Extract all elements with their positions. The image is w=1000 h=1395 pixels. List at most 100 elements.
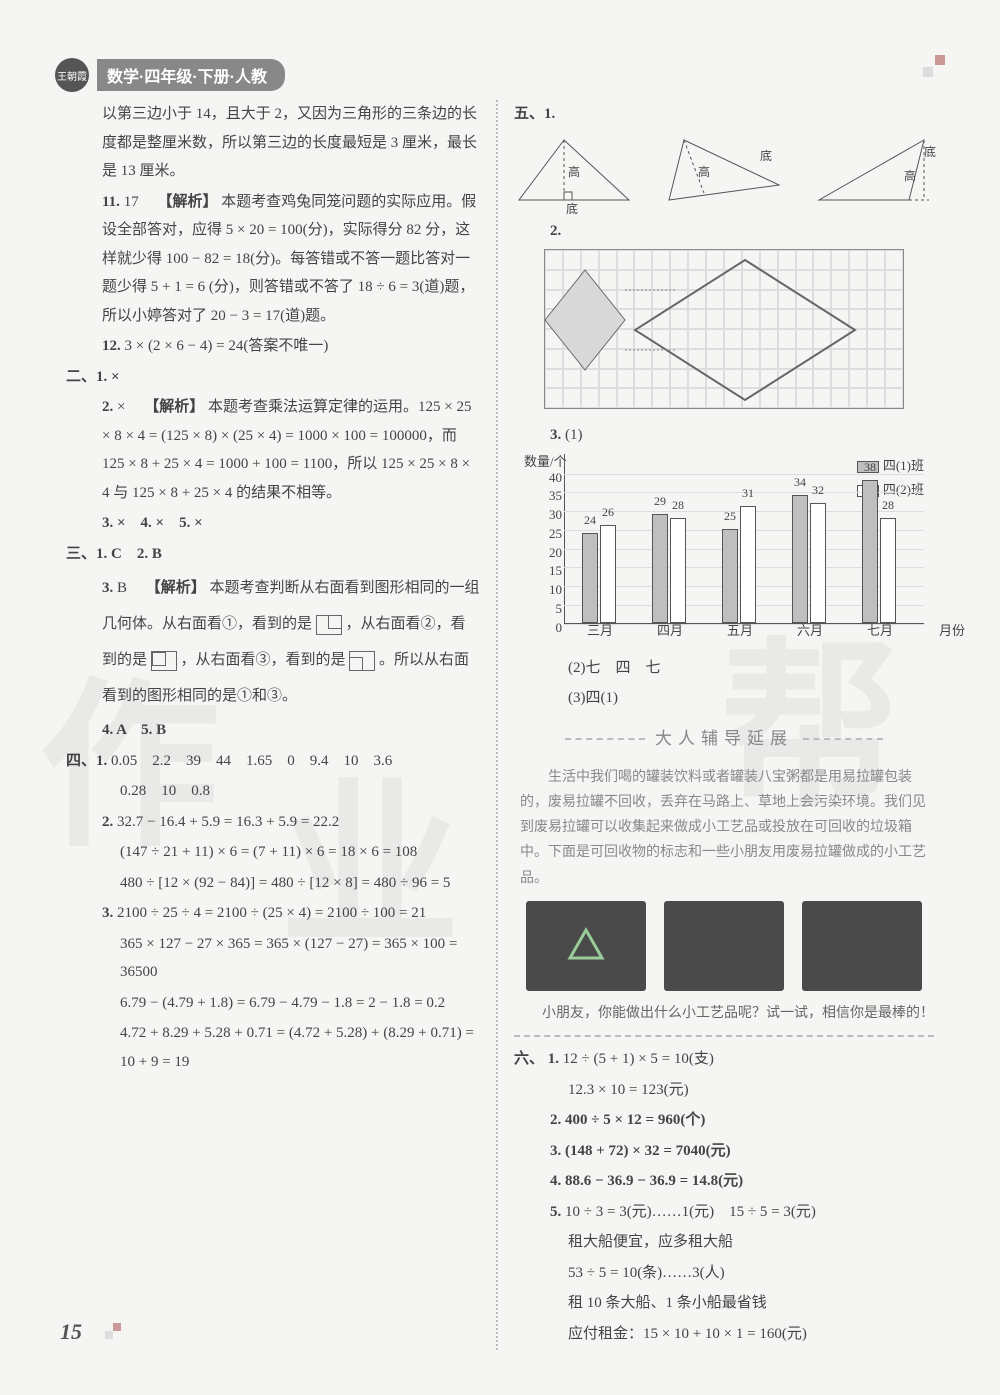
section-label: 三、 <box>66 546 96 562</box>
bar <box>722 529 738 623</box>
bar <box>810 503 826 623</box>
bar <box>880 518 896 623</box>
calc-line: 32.7 − 16.4 + 5.9 = 16.3 + 5.9 = 22.2 <box>117 814 339 830</box>
calc-line: 2100 ÷ 25 ÷ 4 = 2100 ÷ (25 × 4) = 2100 ÷… <box>117 905 426 921</box>
triangle-3: 高 底 <box>814 135 934 205</box>
calc-line: 53 ÷ 5 = 10(条)……3(人) <box>514 1259 934 1288</box>
page-header: 王朝霞 数学·四年级·下册·人教 <box>55 60 285 90</box>
x-label: 七月 <box>850 619 910 644</box>
answer-value: × <box>117 399 125 415</box>
extension-caption: 小朋友，你能做出什么小工艺品呢？试一试，相信你是最棒的！ <box>514 1001 934 1028</box>
bar-value: 28 <box>877 494 899 517</box>
publisher-badge: 王朝霞 <box>55 58 89 92</box>
answer-text: 4. A 5. B <box>66 716 480 745</box>
section-label: 四、 <box>66 753 96 769</box>
answer-value: B <box>117 580 127 596</box>
answer-value: 17 <box>124 194 139 210</box>
calc-line: 应付租金：15 × 10 + 10 × 1 = 160(元) <box>514 1320 934 1349</box>
item-number: 3. <box>550 427 561 443</box>
bar <box>862 480 878 623</box>
item-number: 2. <box>102 814 113 830</box>
triangle-1: 高 底 <box>514 135 634 205</box>
y-axis <box>564 454 565 624</box>
section-label: 二、 <box>66 369 96 385</box>
recycle-icon-photo <box>526 901 646 991</box>
bar-value: 28 <box>667 494 689 517</box>
calc-line: (147 ÷ 21 + 11) × 6 = (7 + 11) × 6 = 18 … <box>66 838 480 867</box>
bar <box>670 518 686 623</box>
shape-icon <box>349 651 375 671</box>
column-divider <box>496 100 498 1350</box>
answer-text: 1. C 2. B <box>96 546 162 562</box>
item-number: 2. <box>514 217 934 246</box>
x-label: 五月 <box>710 619 770 644</box>
item-number: 1. <box>544 106 555 122</box>
craft-photo-1 <box>664 901 784 991</box>
section-6: 六、 1. 12 ÷ (5 + 1) × 5 = 10(支) <box>514 1045 934 1074</box>
grid-diagram <box>544 249 904 409</box>
calc-line: 12.3 × 10 = 123(元) <box>514 1076 934 1105</box>
section-3: 三、1. C 2. B <box>66 540 480 569</box>
answer-text: 1. × <box>96 369 120 385</box>
y-tick: 40 <box>536 466 562 491</box>
analysis-tag: 【解析】 <box>157 194 217 210</box>
calc-line: 4.72 + 8.29 + 5.28 + 0.71 = (4.72 + 5.28… <box>66 1019 480 1076</box>
item-number: 3. <box>102 905 113 921</box>
bar <box>582 533 598 623</box>
bar-value: 25 <box>719 505 741 528</box>
answer-text: 2. 400 ÷ 5 × 12 = 960(个) <box>514 1106 934 1135</box>
answer-text: 以第三边小于 14，且大于 2，又因为三角形的三条边的长度都是整厘米数，所以第三… <box>66 100 480 186</box>
extension-title: 大人辅导延展 <box>514 723 934 755</box>
analysis-tag: 【解析】 <box>146 580 206 596</box>
section-2: 二、1. × <box>66 363 480 392</box>
section-label: 五、 <box>514 106 544 122</box>
analysis-text: ，从右面看③，看到的是 <box>181 652 346 668</box>
triangle-2: 高 底 <box>664 135 784 205</box>
bar-chart: 数量/个 四(1)班 四(2)班 05101520253035402426三月2… <box>524 454 934 644</box>
answer-item-6-5: 5. 10 ÷ 3 = 3(元)……1(元) 15 ÷ 5 = 3(元) <box>514 1198 934 1227</box>
section-5: 五、1. <box>514 100 934 129</box>
legend-label: 四(1)班 <box>883 458 924 473</box>
header-title: 数学·四年级·下册·人教 <box>97 59 285 91</box>
answer-text: (2)七 四 七 <box>514 654 934 683</box>
x-label: 三月 <box>570 619 630 644</box>
bar <box>740 506 756 622</box>
right-column: 五、1. 高 底 高 底 高 底 2. <box>508 100 940 1350</box>
answer-text: 4. 88.6 − 36.9 − 36.9 = 14.8(元) <box>514 1167 934 1196</box>
page-content: 以第三边小于 14，且大于 2，又因为三角形的三条边的长度都是整厘米数，所以第三… <box>60 100 940 1350</box>
bar <box>600 525 616 623</box>
label-height: 高 <box>698 161 710 184</box>
answer-item-3-3: 3. B 【解析】 本题考查判断从右面看到图形相同的一组几何体。从右面看①，看到… <box>66 570 480 714</box>
section-4: 四、1. 0.05 2.2 39 44 1.65 0 9.4 10 3.6 <box>66 747 480 776</box>
item-number: 11. <box>102 194 120 210</box>
calc-line: 10 ÷ 3 = 3(元)……1(元) 15 ÷ 5 = 3(元) <box>565 1204 816 1220</box>
bar-value: 32 <box>807 479 829 502</box>
bar-value: 31 <box>737 482 759 505</box>
calc-line: 6.79 − (4.79 + 1.8) = 6.79 − 4.79 − 1.8 … <box>66 989 480 1018</box>
analysis-text: 本题考查鸡兔同笼问题的实际应用。假设全部答对，应得 5 × 20 = 100(分… <box>102 194 476 324</box>
item-number: 12. <box>102 338 121 354</box>
label-base: 底 <box>924 141 936 164</box>
analysis-tag: 【解析】 <box>144 399 204 415</box>
photo-row <box>514 901 934 991</box>
shape-icon <box>151 651 177 671</box>
x-label: 六月 <box>780 619 840 644</box>
x-label: 四月 <box>640 619 700 644</box>
bar <box>792 495 808 623</box>
calc-line: 12 ÷ (5 + 1) × 5 = 10(支) <box>563 1051 714 1067</box>
answer-text: 3 × (2 × 6 − 4) = 24(答案不唯一) <box>125 338 329 354</box>
item-number: 2. <box>102 399 113 415</box>
answer-item-4-3: 3. 2100 ÷ 25 ÷ 4 = 2100 ÷ (25 × 4) = 210… <box>66 899 480 928</box>
bar-value: 38 <box>859 456 881 479</box>
section-label: 六、 <box>514 1051 544 1067</box>
extension-body: 生活中我们喝的罐装饮料或者罐装八宝粥都是用易拉罐包装的，废易拉罐不回收，丢弃在马… <box>514 765 934 891</box>
calc-line: 租 10 条大船、1 条小船最省钱 <box>514 1289 934 1318</box>
bar <box>652 514 668 623</box>
item-number: 5. <box>550 1204 561 1220</box>
left-column: 以第三边小于 14，且大于 2，又因为三角形的三条边的长度都是整厘米数，所以第三… <box>60 100 486 1350</box>
subpart-label: (1) <box>565 427 583 443</box>
answer-item-11: 11. 17 【解析】 本题考查鸡兔同笼问题的实际应用。假设全部答对，应得 5 … <box>66 188 480 331</box>
answer-text: 3. × 4. × 5. × <box>66 509 480 538</box>
craft-photo-2 <box>802 901 922 991</box>
calc-line: 480 ÷ [12 × (92 − 84)] = 480 ÷ [12 × 8] … <box>66 869 480 898</box>
